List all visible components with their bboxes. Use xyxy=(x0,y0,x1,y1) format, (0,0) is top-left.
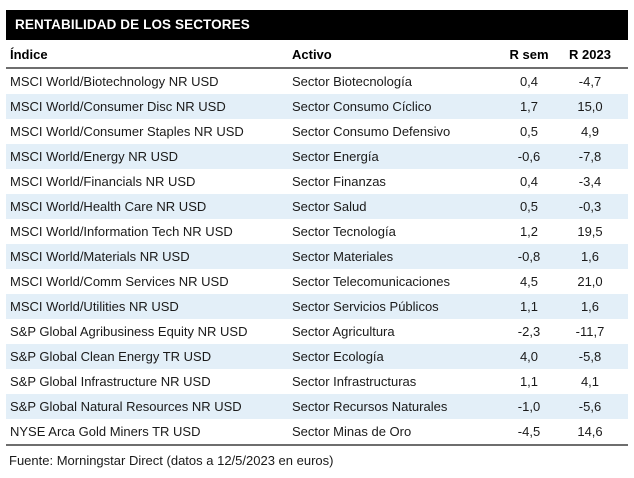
table-row: MSCI World/Materials NR USD Sector Mater… xyxy=(6,244,628,269)
index-cell: MSCI World/Comm Services NR USD xyxy=(10,274,229,289)
index-cell: S&P Global Infrastructure NR USD xyxy=(10,374,211,389)
table-row: MSCI World/Utilities NR USD Sector Servi… xyxy=(6,294,628,319)
table-body: MSCI World/Biotechnology NR USD Sector B… xyxy=(6,68,628,446)
sector-cell: Sector Salud xyxy=(292,199,367,214)
r-sem-cell: 0,4 xyxy=(519,174,539,189)
r-sem-cell: -0,8 xyxy=(517,249,541,264)
r-sem-cell: 1,7 xyxy=(519,99,539,114)
table-row: MSCI World/Information Tech NR USD Secto… xyxy=(6,219,628,244)
table-row: MSCI World/Consumer Disc NR USD Sector C… xyxy=(6,94,628,119)
column-header-activo: Activo xyxy=(292,40,506,69)
r-sem-cell: 4,0 xyxy=(519,349,539,364)
index-cell: MSCI World/Consumer Staples NR USD xyxy=(10,124,244,139)
sector-returns-panel: RENTABILIDAD DE LOS SECTORES Índice Acti… xyxy=(6,10,628,468)
column-header-r-sem: R sem xyxy=(506,40,552,69)
sector-cell: Sector Consumo Cíclico xyxy=(292,99,432,114)
index-cell: MSCI World/Utilities NR USD xyxy=(10,299,179,314)
r-sem-cell: 0,4 xyxy=(519,74,539,89)
r-2023-cell: -7,8 xyxy=(578,149,602,164)
table-row: S&P Global Agribusiness Equity NR USD Se… xyxy=(6,319,628,344)
r-2023-cell: 4,1 xyxy=(580,374,600,389)
index-cell: MSCI World/Health Care NR USD xyxy=(10,199,207,214)
r-sem-cell: 4,5 xyxy=(519,274,539,289)
index-cell: S&P Global Agribusiness Equity NR USD xyxy=(10,324,248,339)
column-header-indice: Índice xyxy=(6,40,292,69)
r-2023-cell: -5,8 xyxy=(578,349,602,364)
r-2023-cell: 19,5 xyxy=(577,224,603,239)
sector-cell: Sector Minas de Oro xyxy=(292,419,506,446)
r-2023-cell: -11,7 xyxy=(575,324,605,339)
sector-cell: Sector Energía xyxy=(292,149,379,164)
r-sem-cell: -4,5 xyxy=(506,419,552,446)
r-2023-cell: 15,0 xyxy=(577,99,603,114)
r-2023-cell: -5,6 xyxy=(578,399,602,414)
table-header: Índice Activo R sem R 2023 xyxy=(6,40,628,69)
panel-title: RENTABILIDAD DE LOS SECTORES xyxy=(6,10,628,40)
sector-cell: Sector Recursos Naturales xyxy=(292,399,448,414)
header-row: Índice Activo R sem R 2023 xyxy=(6,40,628,69)
r-sem-cell: 0,5 xyxy=(519,199,539,214)
r-sem-cell: 1,2 xyxy=(519,224,539,239)
r-2023-cell: 4,9 xyxy=(580,124,600,139)
sector-cell: Sector Tecnología xyxy=(292,224,396,239)
index-cell: S&P Global Natural Resources NR USD xyxy=(10,399,242,414)
table-row: MSCI World/Financials NR USD Sector Fina… xyxy=(6,169,628,194)
r-2023-cell: 14,6 xyxy=(552,419,628,446)
sector-returns-table: Índice Activo R sem R 2023 MSCI World/Bi… xyxy=(6,40,628,446)
table-row: S&P Global Natural Resources NR USD Sect… xyxy=(6,394,628,419)
r-sem-cell: -2,3 xyxy=(517,324,541,339)
index-cell: S&P Global Clean Energy TR USD xyxy=(10,349,212,364)
table-row: MSCI World/Energy NR USD Sector Energía … xyxy=(6,144,628,169)
sector-cell: Sector Biotecnología xyxy=(292,74,412,89)
sector-cell: Sector Finanzas xyxy=(292,174,386,189)
table-row: S&P Global Clean Energy TR USD Sector Ec… xyxy=(6,344,628,369)
r-sem-cell: 1,1 xyxy=(519,374,539,389)
r-sem-cell: -0,6 xyxy=(517,149,541,164)
table-row: MSCI World/Consumer Staples NR USD Secto… xyxy=(6,119,628,144)
r-sem-cell: 1,1 xyxy=(519,299,539,314)
r-2023-cell: -4,7 xyxy=(578,74,602,89)
r-sem-cell: 0,5 xyxy=(519,124,539,139)
sector-cell: Sector Materiales xyxy=(292,249,394,264)
table-row: S&P Global Infrastructure NR USD Sector … xyxy=(6,369,628,394)
sector-cell: Sector Consumo Defensivo xyxy=(292,124,451,139)
table-row: MSCI World/Health Care NR USD Sector Sal… xyxy=(6,194,628,219)
index-cell: NYSE Arca Gold Miners TR USD xyxy=(6,419,292,446)
index-cell: MSCI World/Financials NR USD xyxy=(10,174,196,189)
column-header-r-2023: R 2023 xyxy=(552,40,628,69)
r-2023-cell: -0,3 xyxy=(578,199,602,214)
sector-cell: Sector Infrastructuras xyxy=(292,374,417,389)
index-cell: MSCI World/Energy NR USD xyxy=(10,149,179,164)
table-row: NYSE Arca Gold Miners TR USD Sector Mina… xyxy=(6,419,628,446)
sector-cell: Sector Ecología xyxy=(292,349,384,364)
index-cell: MSCI World/Information Tech NR USD xyxy=(10,224,233,239)
index-cell: MSCI World/Consumer Disc NR USD xyxy=(10,99,226,114)
r-2023-cell: 1,6 xyxy=(580,299,600,314)
r-2023-cell: -3,4 xyxy=(578,174,602,189)
sector-cell: Sector Servicios Públicos xyxy=(292,299,439,314)
source-note: Fuente: Morningstar Direct (datos a 12/5… xyxy=(9,453,334,468)
sector-cell: Sector Telecomunicaciones xyxy=(292,274,451,289)
r-2023-cell: 21,0 xyxy=(577,274,603,289)
index-cell: MSCI World/Biotechnology NR USD xyxy=(10,74,219,89)
table-row: MSCI World/Biotechnology NR USD Sector B… xyxy=(6,68,628,94)
table-row: MSCI World/Comm Services NR USD Sector T… xyxy=(6,269,628,294)
r-2023-cell: 1,6 xyxy=(580,249,600,264)
sector-cell: Sector Agricultura xyxy=(292,324,395,339)
r-sem-cell: -1,0 xyxy=(517,399,541,414)
index-cell: MSCI World/Materials NR USD xyxy=(10,249,190,264)
